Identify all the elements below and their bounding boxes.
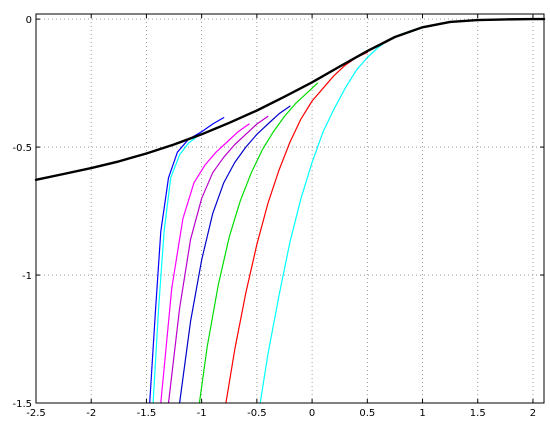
x-tick-label: -1 [197,408,207,419]
x-tick-label: 2 [530,408,536,419]
series-line [152,135,199,404]
x-tick-label: -2.5 [26,408,46,419]
grid [36,14,544,403]
y-tick-label: 0 [26,15,32,26]
series-group [34,17,546,404]
x-tick-label: 1 [419,408,425,419]
series-line [149,116,225,404]
series-line [160,123,250,404]
x-tick-label: 0.5 [359,408,375,419]
x-tick-label: -2 [86,408,96,419]
x-tick-label: 1.5 [470,408,486,419]
series-line [34,17,546,182]
y-tick-label: -1.5 [12,399,32,410]
plot-frame [35,13,545,404]
series-line [179,105,291,404]
x-tick-label: -0.5 [247,408,267,419]
series-line [225,51,368,404]
y-tick-label: -1 [22,271,32,282]
x-tick-label: -1.5 [137,408,157,419]
tick-labels: -2.5 -2 -1.5 -1 -0.5 0 0.5 1 1.5 2 0 -0.5 -1 -1.5 [12,15,536,419]
ticks [35,14,544,404]
x-tick-label: 0 [309,408,315,419]
y-tick-label: -0.5 [12,143,32,154]
series-line [198,82,319,404]
series-line [167,115,269,404]
